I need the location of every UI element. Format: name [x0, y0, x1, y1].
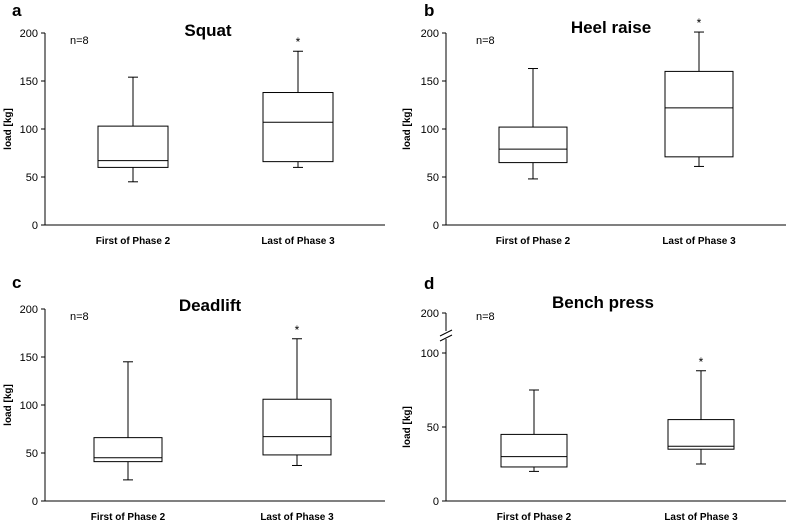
- y-tick-label: 0: [32, 496, 38, 508]
- significance-marker: *: [295, 323, 300, 337]
- iqr-box: [262, 398, 332, 456]
- box-plot-1: [500, 389, 568, 472]
- iqr-box: [498, 126, 568, 164]
- x-category-label: Last of Phase 3: [664, 512, 738, 523]
- box-plot-1: [97, 76, 169, 183]
- y-axis-label: load [kg]: [3, 384, 14, 426]
- y-tick-label: 100: [20, 124, 38, 136]
- y-tick-label: 50: [26, 172, 38, 184]
- chart-panel-d: d Bench press n=8 load [kg] 0 50 100 200 First o…: [402, 274, 786, 523]
- y-tick-label: 200: [20, 304, 38, 316]
- iqr-box: [93, 437, 163, 463]
- y-axis-label: load [kg]: [3, 108, 14, 150]
- axis-break-mark: [439, 334, 453, 342]
- x-category-label: First of Phase 2: [497, 512, 572, 523]
- x-category-label: Last of Phase 3: [662, 236, 736, 247]
- panel-letter: a: [12, 1, 22, 20]
- x-category-label: Last of Phase 3: [260, 512, 334, 523]
- x-category-label: Last of Phase 3: [261, 236, 335, 247]
- y-tick-label: 100: [20, 400, 38, 412]
- y-tick-label: 150: [20, 76, 38, 88]
- y-tick-label: 200: [421, 28, 439, 40]
- panel-letter: c: [12, 273, 21, 292]
- y-tick-label: 100: [421, 348, 439, 360]
- y-tick-label: 50: [427, 172, 439, 184]
- x-category-label: First of Phase 2: [91, 512, 166, 523]
- y-tick-label: 200: [20, 28, 38, 40]
- y-axis-label: load [kg]: [402, 406, 413, 448]
- panel-letter: b: [424, 1, 434, 20]
- iqr-box: [664, 70, 734, 158]
- sample-size-label: n=8: [476, 311, 495, 323]
- chart-panel-c: c Deadlift n=8 load [kg] 0 50 100 150 200 First o…: [3, 273, 385, 523]
- significance-marker: *: [296, 35, 301, 49]
- box-plot-1: [498, 68, 568, 180]
- panel-letter: d: [424, 274, 434, 293]
- chart-title: Heel raise: [571, 18, 651, 37]
- y-tick-label: 50: [427, 422, 439, 434]
- y-tick-label: 150: [421, 76, 439, 88]
- chart-panel-b: b Heel raise n=8 load [kg] 0 50 100 150 200 First…: [402, 1, 786, 247]
- x-category-label: First of Phase 2: [96, 236, 171, 247]
- box-plot-2: *: [262, 35, 334, 168]
- y-tick-label-break: 200: [421, 308, 439, 320]
- box-plot-2: *: [262, 323, 332, 466]
- box-plot-1: [93, 361, 163, 481]
- y-tick-label: 0: [433, 220, 439, 232]
- iqr-box: [262, 92, 334, 163]
- axis-break-mark: [439, 329, 453, 337]
- chart-panel-a: a Squat n=8 load [kg] 0 50 100 150 200 First of P…: [3, 1, 385, 247]
- y-axis-label: load [kg]: [402, 108, 413, 150]
- significance-marker: *: [697, 16, 702, 30]
- iqr-box: [97, 125, 169, 168]
- y-tick-label: 0: [32, 220, 38, 232]
- chart-title: Bench press: [552, 293, 654, 312]
- significance-marker: *: [699, 355, 704, 369]
- box-plot-2: *: [667, 355, 735, 465]
- chart-title: Squat: [184, 21, 232, 40]
- y-tick-label: 50: [26, 448, 38, 460]
- x-category-label: First of Phase 2: [496, 236, 571, 247]
- sample-size-label: n=8: [476, 35, 495, 47]
- y-tick-label: 150: [20, 352, 38, 364]
- sample-size-label: n=8: [70, 35, 89, 47]
- y-tick-label: 0: [433, 496, 439, 508]
- iqr-box: [500, 433, 568, 468]
- iqr-box: [667, 419, 735, 450]
- sample-size-label: n=8: [70, 311, 89, 323]
- y-tick-label: 100: [421, 124, 439, 136]
- chart-title: Deadlift: [179, 296, 242, 315]
- box-plot-2: *: [664, 16, 734, 167]
